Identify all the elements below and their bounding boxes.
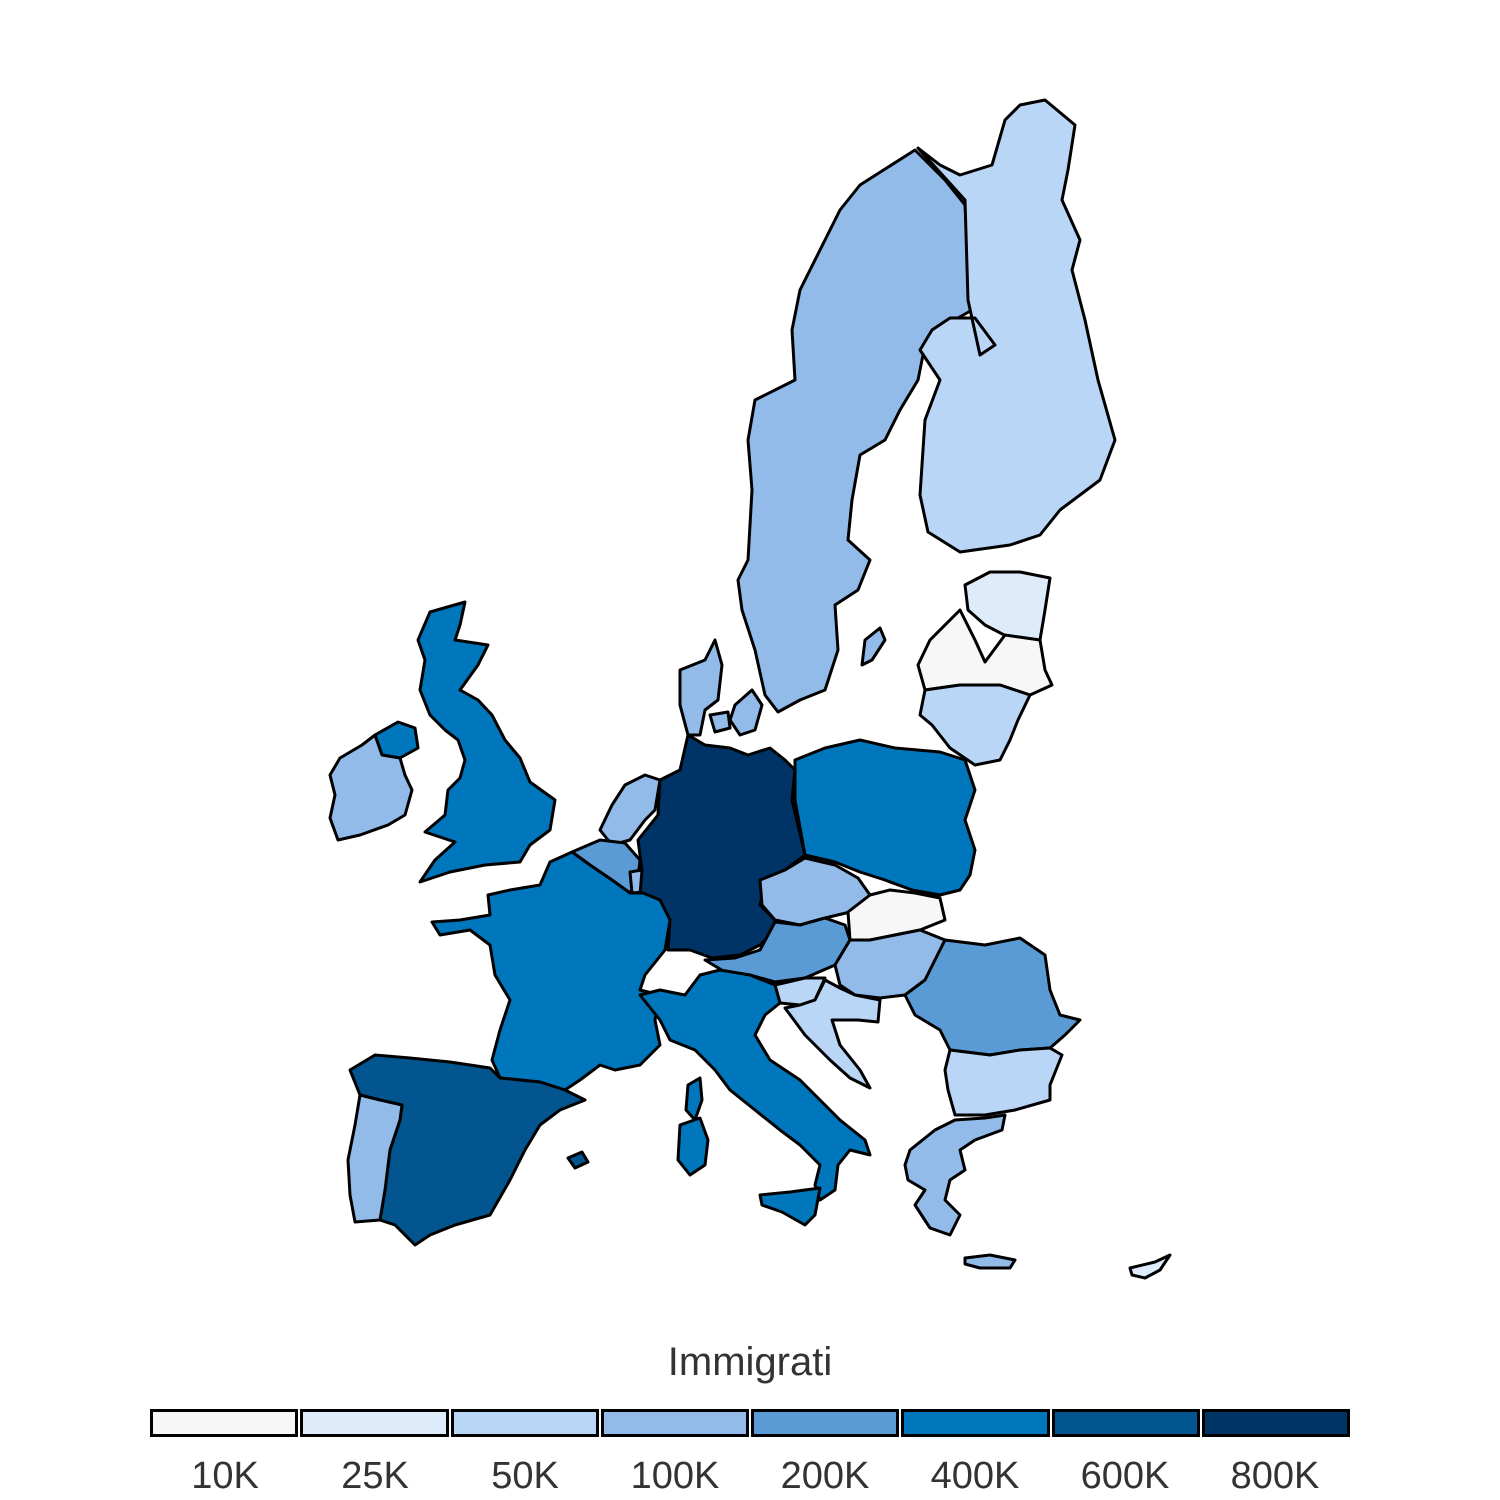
region-italy-sicily [758,1186,822,1227]
eu-immigration-map [328,98,1172,1280]
region-sweden [736,148,974,714]
legend-swatch-600k [1051,1409,1200,1437]
legend-labels: 10K 25K 50K 100K 200K 400K 600K 800K [150,1455,1350,1498]
legend-label: 10K [191,1455,259,1497]
region-cyprus [1128,1253,1172,1280]
legend-swatch-10k [150,1409,299,1437]
legend-label: 100K [630,1455,720,1497]
legend-swatch-50k [450,1409,599,1437]
legend-label: 50K [491,1455,559,1497]
region-ireland [328,733,414,842]
region-italy-sardinia [676,1116,710,1177]
region-bulgaria [943,1046,1064,1117]
region-france-corsica [684,1076,704,1122]
region-finland [916,98,1117,554]
legend-label: 200K [780,1455,870,1497]
legend-swatch-400k [901,1409,1050,1437]
region-sweden-gotland [860,626,887,667]
legend-swatch-200k [751,1409,900,1437]
region-estonia [963,570,1052,642]
legend-label: 600K [1080,1455,1170,1497]
region-denmark [678,638,724,737]
legend-label: 25K [341,1455,409,1497]
region-croatia [783,978,882,1090]
legend-label: 400K [930,1455,1020,1497]
region-denmark-zealand [728,688,764,737]
region-denmark-funen [708,710,732,734]
legend-label: 800K [1230,1455,1320,1497]
region-romania [903,936,1082,1057]
legend-swatch-800k [1201,1409,1350,1437]
region-spain-mallorca [566,1150,590,1170]
legend-title: Immigrati [667,1340,833,1384]
region-greece [903,1113,1007,1237]
legend-swatch-100k [600,1409,749,1437]
region-united-kingdom [416,600,557,884]
region-lithuania [918,683,1032,767]
region-italy [638,968,872,1202]
legend-color-bar [150,1409,1350,1437]
region-germany [636,733,807,960]
region-greece-crete [963,1253,1017,1270]
legend-swatch-25k [300,1409,449,1437]
region-poland [793,738,977,897]
region-portugal [346,1093,404,1224]
